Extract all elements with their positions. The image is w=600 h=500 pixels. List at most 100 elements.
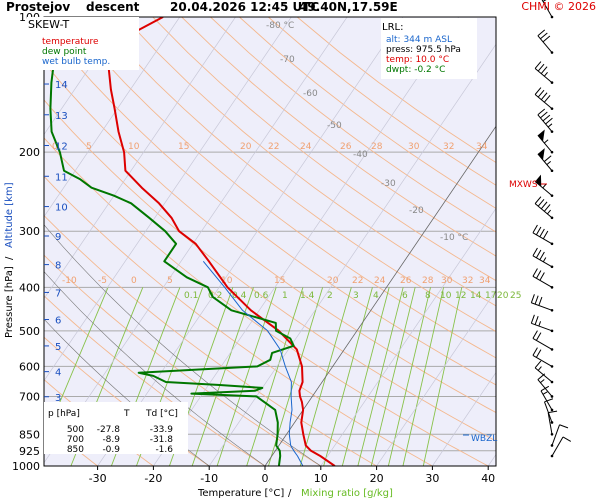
x-axis-slash: / [288, 488, 292, 499]
wind-barb-full [530, 294, 535, 303]
lrl-altitude: alt: 344 m ASL [386, 35, 452, 45]
isotherm-line [44, 17, 236, 300]
wind-barb-staff [532, 255, 553, 268]
dry-adiabat-line [152, 17, 496, 282]
altitude-tick-label: 3 [55, 393, 61, 404]
mixing-ratio-line [357, 287, 404, 466]
lrl-pressure: press: 975.5 hPa [386, 45, 461, 55]
wind-barb-full [537, 63, 545, 72]
y-axis-slash: / [4, 256, 15, 260]
theta-label-200: 0 [52, 142, 58, 152]
wind-barb-half [542, 257, 547, 263]
theta-label-375: 34 [479, 276, 491, 286]
mixing-ratio-label: 0.6 [254, 291, 269, 301]
mixing-ratio-label: 8 [425, 291, 431, 301]
x-tick-label: 10 [314, 472, 328, 485]
altitude-tick-label: 7 [55, 288, 61, 299]
wind-barb-dot [550, 454, 554, 458]
wind-barb-full [548, 410, 558, 414]
lrl-dewpoint: dwpt: -0.2 °C [386, 65, 445, 75]
theta-label-200: 34 [476, 142, 488, 152]
theta-label-200: 26 [340, 142, 352, 152]
wind-barb-half [547, 123, 553, 128]
chart-title-datetime: 20.04.2026 12:45 UTC [170, 0, 319, 14]
legend-title: SKEW-T [28, 18, 70, 31]
dry-adiabat-line [239, 17, 496, 209]
isotherm-line [376, 289, 496, 466]
table-row-700-t: -8.9 [102, 435, 120, 445]
wind-barb-half [547, 209, 552, 215]
wind-barb-full [534, 316, 539, 325]
altitude-tick-label: 14 [55, 80, 68, 91]
data-table-box [44, 402, 188, 454]
wind-barb-full [543, 155, 552, 162]
isotherm-label: -10 °C [440, 233, 468, 243]
wind-barb-full [534, 87, 542, 95]
wind-barb-dot [550, 433, 554, 436]
mixing-ratio-label: 2 [327, 291, 333, 301]
wind-barb-dot [550, 81, 554, 84]
mixing-ratio-label: 6 [402, 291, 408, 301]
chart-title-station: Prostejov [6, 0, 70, 14]
pressure-tick-label: 850 [19, 428, 40, 441]
altitude-tick-label: 10 [55, 203, 68, 214]
wind-barb-dot [550, 408, 554, 412]
dew-point-line [49, 17, 295, 466]
table-row-500-td: -33.9 [150, 425, 174, 435]
mixing-ratio-label: 17 [485, 291, 496, 301]
mixing-ratio-line [246, 287, 304, 466]
dry-adiabat-line [44, 214, 377, 466]
wind-barb-full [540, 385, 550, 392]
wind-barb-staff [532, 354, 553, 367]
wind-barb-dot [550, 194, 554, 197]
theta-label-200: 24 [300, 142, 312, 152]
wind-barb-full [534, 295, 539, 305]
wind-barb-pennant [535, 174, 542, 187]
dry-adiabat-line [44, 254, 322, 466]
x-tick-label: 20 [370, 472, 384, 485]
wind-barb-full [544, 398, 554, 403]
mixing-ratio-label: 1 [282, 291, 288, 301]
wind-barb-staff [537, 114, 553, 132]
wind-barb-full [532, 224, 538, 234]
theta-label-200: 28 [371, 142, 383, 152]
table-header-p: p [hPa] [48, 409, 80, 419]
wind-barb-dot [550, 380, 554, 384]
altitude-tick-label: 5 [55, 342, 61, 353]
wind-barb-full [534, 61, 542, 69]
table-header-td: Td [°C] [145, 409, 178, 419]
wind-barb-staff [531, 322, 553, 332]
wind-barb-staff [551, 436, 564, 457]
dry-adiabat-line [44, 175, 433, 466]
x-tick-label: -30 [89, 472, 107, 485]
theta-label-375: 30 [441, 276, 453, 286]
moist-adiabat-line [44, 224, 321, 466]
table-row-850-t: -0.9 [102, 445, 120, 455]
wind-barb-full [532, 347, 538, 356]
x-tick-label: 0 [262, 472, 269, 485]
wind-barb-full [532, 330, 538, 339]
theta-label-375: 15 [274, 276, 285, 286]
wind-barb-staff [531, 302, 553, 311]
dry-adiabat-line [44, 61, 496, 414]
dry-adiabat-line [123, 17, 496, 307]
wind-barb-dot [550, 421, 554, 424]
mixing-ratio-line [422, 287, 463, 466]
wind-barb-dot [550, 242, 554, 246]
isotherm-line [153, 17, 460, 466]
altitude-tick-label: 12 [55, 142, 68, 153]
wet-bulb-temp-line [202, 260, 304, 466]
isotherm-label: -20 [409, 206, 424, 216]
wind-barb-staff [540, 390, 553, 411]
wind-barb-full [545, 117, 553, 125]
theta-label-200: 15 [178, 142, 189, 152]
wind-barb-dot [550, 150, 554, 154]
mixing-ratio-label: 1.4 [300, 291, 315, 301]
pressure-tick-label: 300 [19, 225, 40, 238]
theta-label-375: 5 [167, 276, 173, 286]
isotherm-line [44, 17, 125, 136]
y-axis-title-altitude: Altitude [km] [4, 182, 15, 248]
dry-adiabat-line [44, 295, 266, 466]
altitude-tick-label: 11 [55, 172, 68, 183]
plot-frame [43, 16, 497, 467]
